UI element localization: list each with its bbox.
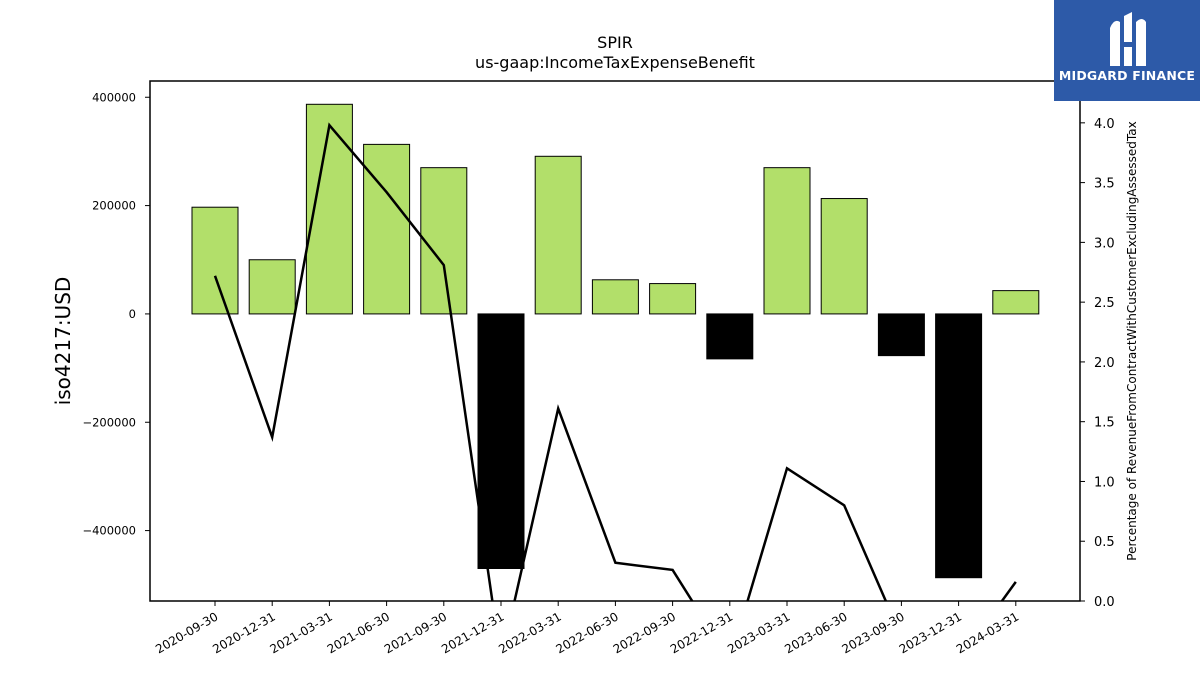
bar: [706, 313, 754, 360]
bar: [191, 206, 239, 315]
bar: [534, 155, 582, 315]
bar: [935, 313, 983, 579]
bar: [820, 198, 868, 315]
left-axis: 400000 200000 0 −200000 −400000: [82, 90, 150, 538]
bar: [649, 283, 697, 315]
y2-tick-label: 0.0: [1094, 595, 1115, 610]
bar: [877, 313, 925, 357]
x-tick-label: 2023-06-30: [782, 609, 849, 656]
y-axis-label: iso4217:USD: [51, 277, 75, 406]
x-tick-label: 2023-12-31: [897, 609, 964, 656]
bar: [591, 279, 639, 315]
y2-tick-label: 3.0: [1094, 236, 1115, 251]
x-tick-label: 2022-12-31: [668, 609, 735, 656]
y2-tick-label: 3.5: [1094, 177, 1115, 192]
y-tick-label: 200000: [92, 199, 136, 213]
x-axis: 2020-09-302020-12-312021-03-312021-06-30…: [153, 601, 1021, 656]
x-tick-label: 2020-12-31: [210, 609, 277, 656]
y2-tick-label: 2.0: [1094, 356, 1115, 371]
y2-tick-label: 2.5: [1094, 296, 1115, 311]
x-tick-label: 2022-09-30: [611, 609, 678, 656]
y-tick-label: 400000: [92, 90, 136, 104]
line-series: [213, 122, 1017, 601]
bar: [420, 167, 468, 315]
x-tick-label: 2023-09-30: [839, 609, 906, 656]
logo-text: MIDGARD FINANCE: [1058, 68, 1196, 83]
y2-tick-label: 1.5: [1094, 416, 1115, 431]
bar: [363, 143, 411, 315]
x-tick-label: 2024-03-31: [954, 609, 1021, 656]
line-series-path: [213, 122, 1017, 601]
y2-tick-label: 0.5: [1094, 535, 1115, 550]
y-tick-label: 0: [129, 307, 136, 321]
x-tick-label: 2021-03-31: [267, 609, 334, 656]
x-tick-label: 2022-03-31: [496, 609, 563, 656]
y-tick-label: −200000: [82, 415, 136, 429]
y-tick-label: −400000: [82, 524, 136, 538]
chart-title: SPIR: [597, 33, 633, 52]
bar-series: [191, 103, 1040, 579]
midgard-finance-logo: MIDGARD FINANCE: [1054, 0, 1200, 101]
midgard-logo-icon: [1110, 12, 1146, 66]
x-tick-label: 2021-09-30: [382, 609, 449, 656]
chart-subtitle: us-gaap:IncomeTaxExpenseBenefit: [475, 53, 755, 72]
bar: [763, 167, 811, 315]
x-tick-label: 2020-09-30: [153, 609, 220, 656]
y2-tick-label: 4.0: [1094, 117, 1115, 132]
right-axis: 0.0 0.5 1.0 1.5 2.0 2.5 3.0 3.5 4.0: [1080, 117, 1115, 610]
x-tick-label: 2023-03-31: [725, 609, 792, 656]
bar: [248, 259, 296, 315]
y2-axis-label: Percentage of RevenueFromContractWithCus…: [1125, 121, 1139, 560]
x-tick-label: 2022-06-30: [553, 609, 620, 656]
x-tick-label: 2021-06-30: [325, 609, 392, 656]
bar: [477, 313, 525, 569]
x-tick-label: 2021-12-31: [439, 609, 506, 656]
bar: [992, 290, 1040, 315]
y2-tick-label: 1.0: [1094, 475, 1115, 490]
